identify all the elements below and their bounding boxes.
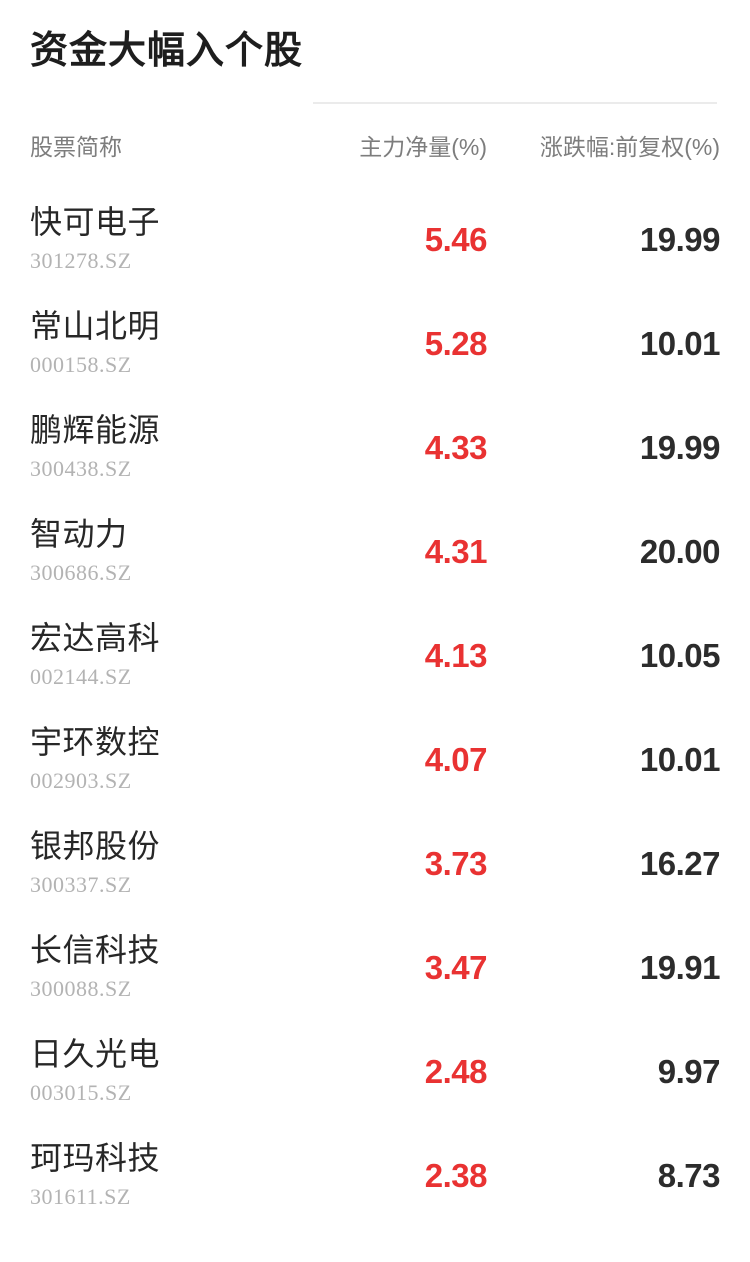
change-value: 20.00 <box>639 532 721 570</box>
table-row[interactable]: 银邦股份 300337.SZ 3.73 16.27 <box>30 812 721 916</box>
main-net-value: 4.31 <box>424 532 488 570</box>
main-net-value: 5.46 <box>424 220 488 258</box>
change-value: 16.27 <box>639 844 721 882</box>
change-value: 10.05 <box>639 636 721 674</box>
table-row[interactable]: 智动力 300686.SZ 4.31 20.00 <box>30 500 721 604</box>
stock-inflow-panel: 资金大幅入个股 股票简称 主力净量(%) 涨跌幅:前复权(%) 快可电子 301… <box>30 30 721 1228</box>
stock-code: 002144.SZ <box>30 664 132 690</box>
table-row[interactable]: 宏达高科 002144.SZ 4.13 10.05 <box>30 604 721 708</box>
table-row[interactable]: 常山北明 000158.SZ 5.28 10.01 <box>30 292 721 396</box>
stock-cell: 快可电子 301278.SZ <box>30 205 327 274</box>
header-divider <box>313 101 717 104</box>
main-net-value: 3.73 <box>424 844 488 882</box>
stock-name: 常山北明 <box>30 308 161 345</box>
stock-name: 珂玛科技 <box>30 1140 161 1177</box>
table-row[interactable]: 快可电子 301278.SZ 5.46 19.99 <box>30 188 721 292</box>
main-net-value: 4.07 <box>424 740 488 778</box>
stock-list: 快可电子 301278.SZ 5.46 19.99 常山北明 000158.SZ… <box>30 188 721 1228</box>
main-net-value: 4.33 <box>424 428 488 466</box>
stock-cell: 银邦股份 300337.SZ <box>30 829 327 898</box>
stock-code: 301611.SZ <box>30 1184 131 1210</box>
stock-cell: 宇环数控 002903.SZ <box>30 725 327 794</box>
stock-code: 300686.SZ <box>30 560 132 586</box>
table-row[interactable]: 宇环数控 002903.SZ 4.07 10.01 <box>30 708 721 812</box>
main-net-value: 5.28 <box>424 324 488 362</box>
change-value: 19.91 <box>639 948 721 986</box>
stock-cell: 鹏辉能源 300438.SZ <box>30 413 327 482</box>
stock-cell: 常山北明 000158.SZ <box>30 309 327 378</box>
stock-name: 智动力 <box>30 516 128 553</box>
change-value: 9.97 <box>657 1052 721 1090</box>
column-header-change: 涨跌幅:前复权(%) <box>539 133 720 160</box>
stock-code: 003015.SZ <box>30 1080 132 1106</box>
main-net-value: 4.13 <box>424 636 488 674</box>
column-header-main-net: 主力净量(%) <box>359 133 487 160</box>
stock-code: 000158.SZ <box>30 352 132 378</box>
stock-cell: 珂玛科技 301611.SZ <box>30 1141 327 1210</box>
stock-name: 宇环数控 <box>30 724 161 761</box>
table-row[interactable]: 鹏辉能源 300438.SZ 4.33 19.99 <box>30 396 721 500</box>
stock-cell: 日久光电 003015.SZ <box>30 1037 327 1106</box>
stock-code: 301278.SZ <box>30 248 132 274</box>
stock-code: 300337.SZ <box>30 872 132 898</box>
stock-cell: 长信科技 300088.SZ <box>30 933 327 1002</box>
stock-name: 银邦股份 <box>30 828 161 865</box>
stock-name: 长信科技 <box>30 932 161 969</box>
stock-cell: 宏达高科 002144.SZ <box>30 621 327 690</box>
change-value: 10.01 <box>639 740 721 778</box>
stock-name: 宏达高科 <box>30 620 161 657</box>
stock-name: 快可电子 <box>30 204 161 241</box>
column-header-stock-name: 股票简称 <box>30 133 122 160</box>
stock-name: 鹏辉能源 <box>30 412 161 449</box>
table-row[interactable]: 日久光电 003015.SZ 2.48 9.97 <box>30 1020 721 1124</box>
table-header: 股票简称 主力净量(%) 涨跌幅:前复权(%) <box>30 128 720 162</box>
main-net-value: 2.48 <box>424 1052 488 1090</box>
page-title: 资金大幅入个股 <box>30 30 304 72</box>
stock-cell: 智动力 300686.SZ <box>30 517 327 586</box>
table-row[interactable]: 珂玛科技 301611.SZ 2.38 8.73 <box>30 1124 721 1228</box>
change-value: 19.99 <box>639 220 721 258</box>
main-net-value: 2.38 <box>424 1156 488 1194</box>
table-row[interactable]: 长信科技 300088.SZ 3.47 19.91 <box>30 916 721 1020</box>
stock-code: 300438.SZ <box>30 456 132 482</box>
stock-name: 日久光电 <box>30 1036 161 1073</box>
main-net-value: 3.47 <box>424 948 488 986</box>
stock-code: 300088.SZ <box>30 976 132 1002</box>
stock-code: 002903.SZ <box>30 768 132 794</box>
change-value: 10.01 <box>639 324 721 362</box>
change-value: 8.73 <box>657 1156 721 1194</box>
change-value: 19.99 <box>639 428 721 466</box>
